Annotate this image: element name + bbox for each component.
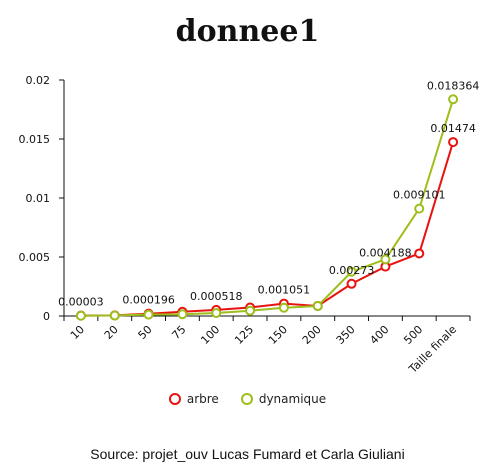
x-tick-label: 400: [367, 323, 391, 347]
x-tick-label: 125: [232, 323, 256, 347]
data-label: 0.000518: [190, 290, 243, 303]
x-tick-label: 10: [68, 323, 87, 342]
series-layer: [75, 94, 459, 321]
data-label: 0.000196: [122, 294, 175, 307]
x-tick-label: 200: [300, 323, 324, 347]
y-tick-label: 0.02: [26, 74, 51, 87]
legend-label: dynamique: [258, 392, 327, 406]
source-caption: Source: projet_ouv Lucas Fumard et Carla…: [90, 446, 405, 462]
y-tick-label: 0.01: [26, 192, 51, 205]
legend-marker: [168, 393, 181, 405]
data-label: 0.00003: [58, 296, 104, 309]
point-dynamique: [312, 300, 323, 311]
point-dynamique: [211, 308, 222, 319]
y-tick-label: 0: [43, 310, 50, 323]
point-dynamique: [177, 309, 188, 320]
data-labels: 0.00003 0.000196 0.000518 0.001051 0.00273 0.…: [58, 79, 479, 308]
legend: arbre dynamique: [0, 392, 495, 406]
data-label: 0.004188: [359, 247, 412, 260]
x-tick-label: 150: [266, 323, 290, 347]
y-tick-label: 0.005: [19, 251, 51, 264]
y-tick-label: 0.015: [19, 133, 51, 146]
point-dynamique: [109, 310, 120, 321]
point-dynamique: [346, 266, 357, 277]
x-tick-label: 350: [334, 323, 358, 347]
x-tick-label: 500: [401, 323, 425, 347]
point-arbre: [346, 278, 357, 289]
data-label: 0.00273: [329, 264, 375, 277]
data-label: 0.001051: [258, 284, 311, 297]
legend-item-dynamique[interactable]: dynamique: [240, 392, 327, 406]
legend-marker: [240, 393, 253, 405]
x-tick-label: 100: [198, 323, 222, 347]
data-label: 0.018364: [427, 79, 480, 92]
point-arbre: [448, 137, 459, 148]
legend-item-arbre[interactable]: arbre: [168, 392, 219, 406]
legend-label: arbre: [186, 392, 219, 406]
x-tick-label: 20: [102, 323, 121, 342]
chart-title: donnee1: [175, 14, 320, 49]
point-dynamique: [75, 310, 86, 321]
point-dynamique: [380, 254, 391, 265]
axes: 0 0.005 0.01 0.015 0.02 10 20 50 75 100 125 150 200 3…: [19, 74, 471, 376]
x-tick-label: 50: [136, 323, 155, 342]
point-dynamique: [245, 305, 256, 316]
data-label: 0.009101: [393, 189, 446, 202]
data-label: 0.01474: [430, 122, 476, 135]
series-line-dynamique: [80, 99, 455, 317]
x-tick-label: 75: [169, 323, 188, 342]
point-dynamique: [448, 94, 459, 105]
point-arbre: [414, 248, 425, 259]
point-dynamique: [143, 309, 154, 320]
point-dynamique: [278, 302, 289, 313]
point-dynamique: [414, 203, 425, 214]
line-chart: 0 0.005 0.01 0.015 0.02 10 20 50 75 100 125 150 200 3…: [19, 74, 480, 376]
